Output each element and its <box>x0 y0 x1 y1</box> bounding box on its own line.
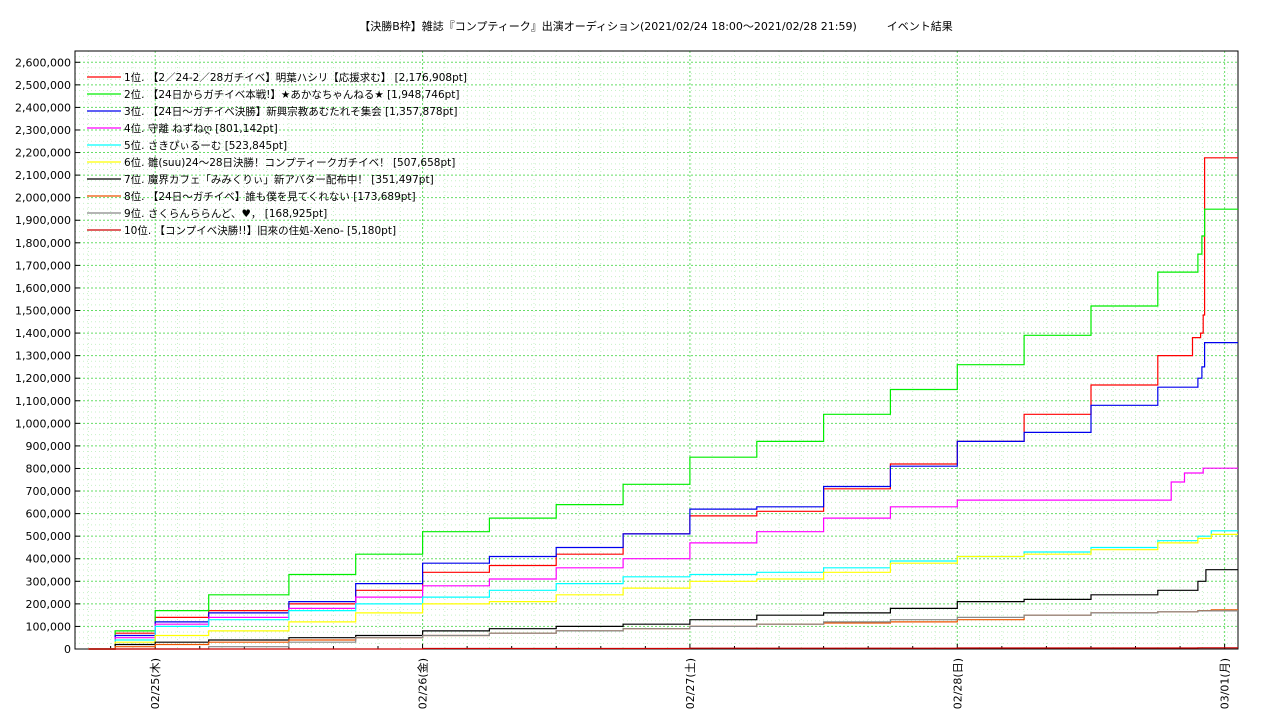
legend-label-8: 8位. 【24日〜ガチイベ】誰も僕を見てくれない [173,689pt] <box>124 190 416 203</box>
y-axis: 0 100,000 200,000 300,000 400,000 500,000 600,… <box>15 56 80 656</box>
y-tick-label: 1,500,000 <box>15 305 71 318</box>
legend: 1位. 【2／24-2／28ガチイベ】明葉ハシリ【応援求む】 [2,176,90… <box>87 71 467 237</box>
y-tick-label: 100,000 <box>26 620 72 633</box>
x-tick-label: 03/01(月) <box>1219 658 1232 709</box>
series-line-3 <box>88 342 1238 650</box>
x-tick-label: 02/28(日) <box>951 658 964 709</box>
legend-label-4: 4位. 守離 ねずねღ [801,142pt] <box>124 122 278 135</box>
y-tick-label: 1,800,000 <box>15 237 71 250</box>
y-tick-label: 2,400,000 <box>15 101 71 114</box>
x-axis: 02/25(木) 02/26(金) 02/27(土) 02/28(日) 03/01(月) <box>110 644 1232 709</box>
legend-label-5: 5位. さきぴぃるーむ [523,845pt] <box>124 139 287 152</box>
legend-label-1: 1位. 【2／24-2／28ガチイベ】明葉ハシリ【応援求む】 [2,176,90… <box>124 71 467 84</box>
legend-label-3: 3位. 【24日〜ガチイベ決勝】新興宗教あむたれそ集会 [1,357,878pt… <box>124 105 457 118</box>
y-tick-label: 800,000 <box>26 462 72 475</box>
x-tick-label: 02/25(木) <box>149 658 162 709</box>
y-tick-label: 2,500,000 <box>15 79 71 92</box>
y-tick-label: 2,100,000 <box>15 169 71 182</box>
y-tick-label: 2,200,000 <box>15 147 71 160</box>
y-tick-label: 1,400,000 <box>15 327 71 340</box>
chart-title-sub: イベント結果 <box>886 20 953 33</box>
y-tick-label: 1,600,000 <box>15 282 71 295</box>
grid-lines <box>75 51 1238 650</box>
y-tick-label: 2,600,000 <box>15 56 71 69</box>
y-tick-label: 1,100,000 <box>15 395 71 408</box>
legend-label-2: 2位. 【24日からガチイベ本戦!】★あかなちゃんねる★ [1,948,746p… <box>124 88 460 101</box>
y-tick-label: 200,000 <box>26 598 72 611</box>
legend-label-9: 9位. さくらんららんど、♥， [168,925pt] <box>124 207 327 220</box>
y-tick-label: 400,000 <box>26 553 72 566</box>
y-tick-label: 300,000 <box>26 575 72 588</box>
legend-label-7: 7位. 魔界カフェ「みみくりぃ」新アバター配布中！ [351,497pt] <box>124 173 434 186</box>
y-tick-label: 700,000 <box>26 485 72 498</box>
y-tick-label: 2,000,000 <box>15 192 71 205</box>
y-tick-label: 0 <box>64 643 71 656</box>
y-tick-label: 1,700,000 <box>15 259 71 272</box>
y-tick-label: 1,000,000 <box>15 417 71 430</box>
legend-label-6: 6位. 雛(suu)24〜28日決勝！コンプティークガチイベ！ [507,658… <box>124 156 455 169</box>
chart-title-main: 【決勝B枠】雑誌『コンプティーク』出演オーディション(2021/02/24 18… <box>359 20 857 33</box>
series-line-4 <box>88 467 1238 650</box>
y-tick-label: 900,000 <box>26 440 72 453</box>
chart-title: 【決勝B枠】雑誌『コンプティーク』出演オーディション(2021/02/24 18… <box>0 18 1280 34</box>
y-tick-label: 1,900,000 <box>15 214 71 227</box>
series-line-9 <box>88 610 1238 650</box>
y-tick-label: 2,300,000 <box>15 124 71 137</box>
legend-label-10: 10位. 【コンプイベ決勝!!】旧來の住処-Xeno- [5,180pt] <box>124 224 396 237</box>
series-line-6 <box>88 533 1238 650</box>
x-tick-label: 02/27(土) <box>684 658 697 709</box>
y-tick-label: 1,200,000 <box>15 372 71 385</box>
series-line-2 <box>88 208 1238 650</box>
series-line-5 <box>88 530 1238 650</box>
series-line-10 <box>88 647 1238 650</box>
y-tick-label: 600,000 <box>26 508 72 521</box>
y-tick-label: 500,000 <box>26 530 72 543</box>
series-lines <box>88 157 1238 650</box>
y-tick-label: 1,300,000 <box>15 350 71 363</box>
series-line-7 <box>88 569 1238 650</box>
x-tick-label: 02/26(金) <box>416 658 430 709</box>
